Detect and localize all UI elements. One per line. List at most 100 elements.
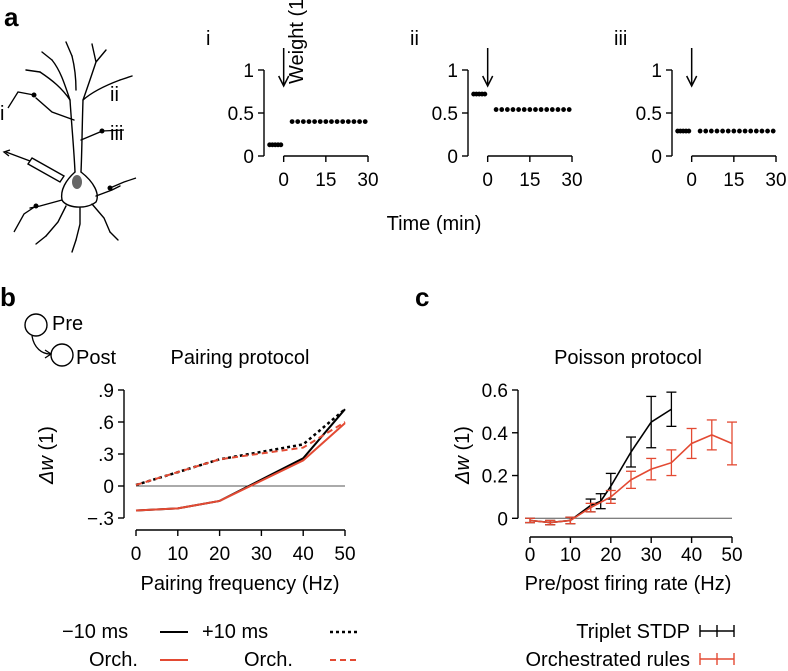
weight-point bbox=[351, 119, 357, 124]
x-tick-label: 30 bbox=[251, 544, 272, 565]
series-1 bbox=[525, 419, 737, 526]
weight-point bbox=[737, 128, 742, 134]
legend-orch-plus-label: Orch. bbox=[244, 649, 293, 671]
weight-point bbox=[703, 128, 709, 134]
weight-point bbox=[720, 128, 725, 134]
neuron-label-ii: ii bbox=[110, 84, 119, 106]
weight-point bbox=[549, 107, 555, 112]
y-tick-label: 0.5 bbox=[636, 104, 662, 125]
y-tick-label: −.3 bbox=[87, 509, 114, 530]
weight-point bbox=[312, 119, 317, 124]
weight-point bbox=[686, 128, 692, 134]
x-tick-label: 30 bbox=[765, 170, 786, 191]
legend-orchestrated-label: Orchestrated rules bbox=[525, 649, 690, 671]
pairing-y-label: Δw (1) bbox=[36, 426, 58, 485]
y-tick-label: 1 bbox=[447, 61, 458, 82]
x-tick-label: 10 bbox=[167, 544, 188, 565]
y-tick-label: 0.4 bbox=[482, 424, 509, 445]
y-tick-label: 0 bbox=[103, 477, 114, 498]
synapse-arrow-icon bbox=[44, 349, 53, 359]
x-tick-label: 50 bbox=[721, 545, 742, 566]
weight-axis-label: Weight (1) bbox=[286, 0, 308, 84]
nucleus-icon bbox=[72, 175, 82, 189]
y-tick-label: 0 bbox=[447, 147, 458, 168]
weight-point bbox=[323, 119, 329, 124]
weight-point bbox=[759, 128, 765, 134]
y-tick-label: 1 bbox=[651, 61, 662, 82]
y-tick-label: 0.5 bbox=[228, 104, 254, 125]
poisson-title: Poisson protocol bbox=[554, 347, 702, 369]
stimulus-arrowhead-icon bbox=[686, 75, 698, 88]
weight-plot-i: i 0 0.5 1 0 15 30 bbox=[206, 28, 379, 191]
weight-point bbox=[295, 119, 301, 124]
weight-point bbox=[499, 107, 505, 112]
synapse-terminal-icons bbox=[31, 92, 113, 209]
weight-point bbox=[527, 107, 533, 112]
pipette-icon bbox=[2, 149, 66, 183]
panel-c-legend: Triplet STDP Orchestrated rules bbox=[525, 621, 735, 671]
panel-c-poisson-plot: Poisson protocol 0 0.2 0.4 0.6 0 10 20 30 40 50 Pre… bbox=[452, 347, 743, 595]
x-tick-label: 50 bbox=[334, 544, 355, 565]
panel-b-pairing-plot: Pairing protocol −.3 0 .3 .6 .9 0 10 20 30 40 50 Pai… bbox=[36, 347, 356, 595]
weight-point bbox=[516, 107, 521, 112]
y-tick-label: 1 bbox=[243, 61, 254, 82]
weight-point bbox=[300, 119, 306, 124]
y-tick-label: 0 bbox=[243, 147, 254, 168]
x-tick-label: 15 bbox=[519, 170, 540, 191]
weight-point bbox=[533, 107, 538, 112]
weight-point bbox=[742, 128, 748, 134]
pairing-title: Pairing protocol bbox=[171, 347, 310, 369]
x-tick-label: 0 bbox=[686, 170, 697, 191]
poisson-x-label: Pre/post firing rate (Hz) bbox=[525, 573, 732, 595]
weight-point bbox=[510, 107, 516, 112]
time-axis-label: Time (min) bbox=[387, 213, 482, 235]
weight-point bbox=[278, 142, 284, 148]
poisson-y-label: Δw (1) bbox=[452, 426, 474, 485]
weight-point bbox=[329, 119, 334, 124]
weight-point bbox=[340, 119, 346, 124]
weight-point bbox=[566, 107, 572, 112]
post-label: Post bbox=[76, 347, 116, 369]
delta-w-symbol: Δw bbox=[452, 455, 474, 485]
weight-point bbox=[357, 119, 362, 124]
weight-point bbox=[504, 107, 510, 112]
x-tick-label: 15 bbox=[315, 170, 336, 191]
stimulus-arrowhead-icon bbox=[482, 75, 494, 88]
weight-point bbox=[493, 107, 499, 112]
y-tick-label: 0 bbox=[497, 509, 508, 530]
pre-label: Pre bbox=[52, 313, 83, 335]
panel-label-b: b bbox=[0, 282, 16, 312]
subpanel-label: iii bbox=[614, 28, 627, 50]
delta-w-unit: (1) bbox=[36, 426, 58, 456]
weight-plot-iii: iii 0 0.5 1 0 15 30 bbox=[614, 28, 787, 191]
y-tick-label: .6 bbox=[98, 413, 114, 434]
weight-point bbox=[555, 107, 561, 112]
legend-orchestrated-swatch bbox=[699, 653, 735, 665]
legend-triplet-swatch bbox=[699, 625, 735, 637]
delta-w-unit: (1) bbox=[452, 426, 474, 456]
weight-point bbox=[714, 128, 720, 134]
weight-point bbox=[753, 128, 759, 134]
x-tick-label: 0 bbox=[482, 170, 493, 191]
weight-point bbox=[482, 91, 488, 97]
x-tick-label: 20 bbox=[600, 545, 621, 566]
y-tick-label: .3 bbox=[98, 445, 114, 466]
x-tick-label: 30 bbox=[561, 170, 582, 191]
x-tick-label: 40 bbox=[681, 545, 702, 566]
y-tick-label: 0.5 bbox=[432, 104, 458, 125]
weight-point bbox=[748, 128, 754, 134]
pre-post-schematic: Pre Post bbox=[24, 313, 116, 369]
weight-point bbox=[317, 119, 323, 124]
weight-point bbox=[289, 119, 295, 124]
x-tick-label: 20 bbox=[209, 544, 230, 565]
x-tick-label: 30 bbox=[641, 545, 662, 566]
legend-triplet-label: Triplet STDP bbox=[576, 621, 690, 643]
subpanel-label: ii bbox=[410, 28, 419, 50]
stimulus-arrowhead-icon bbox=[278, 75, 290, 88]
weight-point bbox=[770, 128, 776, 134]
legend-minus10-label: −10 ms bbox=[62, 621, 128, 643]
weight-point bbox=[731, 128, 737, 134]
x-tick-label: 0 bbox=[525, 545, 536, 566]
neuron-label-i: i bbox=[0, 103, 4, 125]
series-line-2 bbox=[135, 422, 346, 512]
